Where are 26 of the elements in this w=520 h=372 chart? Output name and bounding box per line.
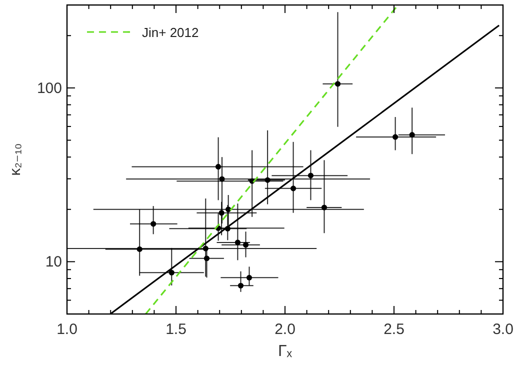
point [168,270,174,276]
point [234,240,240,246]
x-tick-label: 2.5 [384,321,404,338]
point [308,172,314,178]
point [392,134,398,140]
y-tick-label: 100 [36,80,62,97]
x-tick-label: 1.0 [56,321,78,338]
point [334,81,341,87]
point [290,186,296,192]
point [264,177,270,183]
x-axis-title: Γₓ [278,343,293,360]
point [246,274,252,280]
point [215,164,222,170]
point [321,204,328,210]
point [409,132,415,138]
point [150,221,156,227]
y-axis-title: κ₂₋₁₀ [7,143,24,176]
legend-label: Jin+ 2012 [142,25,199,40]
x-tick-label: 3.0 [492,321,514,338]
point [242,242,249,248]
x-tick-label: 1.5 [166,321,186,338]
point [238,282,244,288]
x-tick-label: 2.0 [274,321,296,338]
point [218,210,224,216]
y-tick-label: 10 [45,254,62,271]
point [204,256,210,262]
